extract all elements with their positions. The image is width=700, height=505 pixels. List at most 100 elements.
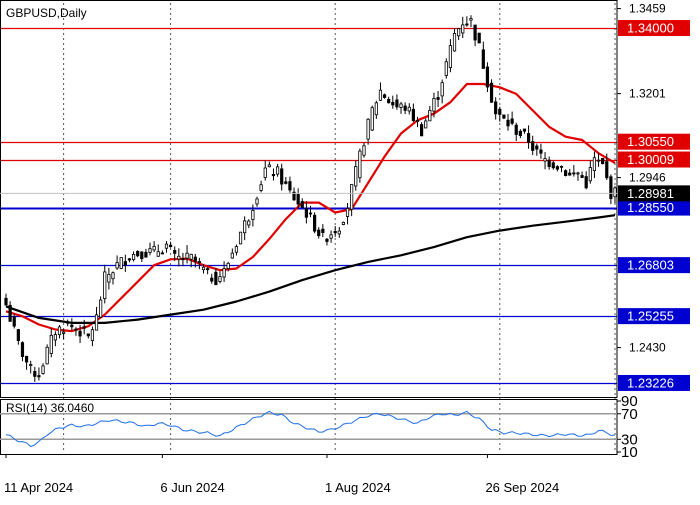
candle-body [522, 128, 527, 132]
candle [86, 333, 90, 339]
candle [601, 157, 605, 165]
candle-body [440, 82, 444, 97]
candle-body [518, 130, 522, 136]
candle-body [415, 120, 420, 122]
candle-body [127, 258, 132, 261]
level-label-box [618, 20, 690, 37]
candle-body [230, 252, 234, 259]
candle-body [481, 49, 485, 69]
candle-body [498, 108, 502, 115]
candle-body [201, 266, 206, 271]
candle [41, 363, 45, 375]
candle [572, 165, 576, 177]
level-label-box [618, 199, 690, 216]
candle [123, 254, 127, 272]
candle-body [387, 98, 391, 104]
candle [494, 97, 498, 120]
candle [247, 219, 251, 229]
candle-body [103, 271, 107, 300]
candle-body [572, 172, 576, 175]
candle [539, 143, 543, 159]
candle [444, 58, 448, 79]
candle [230, 248, 234, 259]
candle [568, 168, 572, 176]
candle-body [613, 187, 617, 198]
rsi-tick-label: 30 [621, 431, 638, 448]
candle [185, 245, 189, 264]
candle-body [160, 252, 164, 255]
candle [358, 148, 362, 183]
rsi-tick-label: 90 [621, 393, 638, 410]
candle [465, 16, 469, 27]
candle [374, 100, 378, 119]
candle-body [90, 329, 95, 341]
candle [152, 241, 156, 253]
candle-body [407, 106, 411, 112]
candle-body [333, 231, 337, 234]
candle [415, 116, 420, 128]
candle [119, 257, 123, 270]
candle [399, 101, 403, 114]
candle-body [592, 157, 597, 171]
candle [522, 128, 527, 134]
candle-body [8, 304, 12, 322]
candle-body [374, 102, 378, 116]
candle [477, 32, 481, 44]
candle-body [177, 255, 181, 260]
candle [288, 176, 292, 193]
candle-body [559, 165, 564, 168]
candle-body [238, 231, 243, 245]
candle [436, 90, 440, 108]
candle-body [399, 103, 403, 108]
level-label-box [618, 374, 690, 391]
candle [20, 341, 25, 362]
candle-body [477, 32, 481, 44]
candle [354, 160, 358, 191]
candle-body [271, 174, 276, 177]
candle [321, 224, 325, 238]
rsi-line [5, 410, 616, 448]
candle [94, 306, 99, 331]
candle-body [24, 355, 29, 363]
candle-body [70, 324, 74, 328]
level-label-box [618, 257, 690, 274]
candle [329, 230, 333, 243]
candle [214, 267, 218, 286]
candle [506, 113, 510, 131]
candle-body [531, 141, 535, 151]
candle [107, 267, 111, 290]
time-tick-label: 11 Apr 2024 [4, 480, 73, 495]
candle [33, 366, 37, 382]
time-tick-label: 26 Sep 2024 [485, 480, 559, 495]
candle [16, 328, 20, 345]
candle [609, 174, 613, 205]
candle [341, 221, 346, 226]
candle-body [292, 191, 296, 201]
candle-body [193, 256, 197, 262]
candle [498, 106, 502, 122]
candle-body [20, 342, 25, 357]
candle-body [452, 33, 457, 52]
candle [78, 324, 82, 344]
candle-body [568, 172, 572, 176]
candle [160, 250, 164, 255]
candle [485, 62, 490, 93]
candle-body [131, 254, 136, 261]
candle-body [395, 99, 399, 108]
candle [4, 293, 8, 306]
candle [313, 212, 317, 234]
price-tick-label: 1.3459 [629, 2, 666, 16]
candle [473, 24, 477, 47]
candle-body [403, 105, 407, 111]
candle-body [605, 161, 609, 179]
candle-body [111, 272, 115, 280]
candle-body [304, 208, 308, 218]
level-label: 1.26803 [627, 258, 674, 273]
candle [428, 105, 432, 122]
price-tick-label: 1.2430 [629, 341, 666, 355]
level-label-box [618, 133, 690, 150]
candle-body [601, 157, 605, 165]
candle [543, 152, 547, 170]
candle [218, 271, 222, 284]
